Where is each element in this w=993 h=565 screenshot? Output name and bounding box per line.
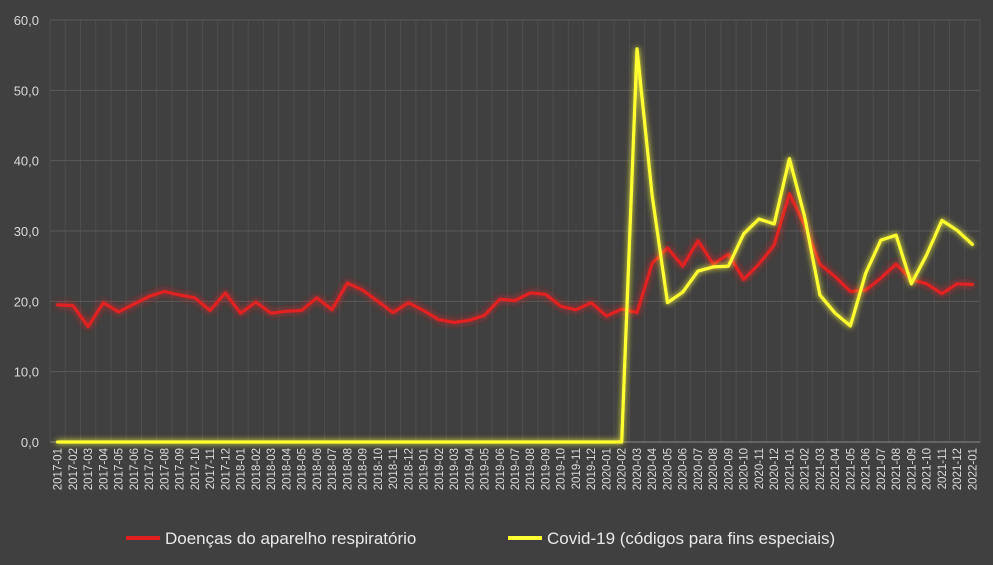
x-tick-label: 2018-05	[297, 448, 309, 490]
y-tick-label: 10,0	[14, 365, 39, 380]
x-tick-label: 2019-06	[495, 448, 507, 490]
x-tick-label: 2017-03	[83, 448, 95, 490]
x-tick-label: 2022-01	[967, 448, 979, 490]
x-tick-label: 2020-08	[708, 448, 720, 490]
y-tick-label: 0,0	[21, 435, 39, 450]
x-tick-label: 2017-01	[53, 448, 65, 490]
x-tick-label: 2021-12	[952, 448, 964, 490]
legend-item-covid: Covid-19 (códigos para fins especiais)	[508, 529, 835, 548]
x-tick-label: 2018-01	[236, 448, 248, 490]
x-axis-tick-labels: 2017-01 2017-02 2017-03 2017-04 2017-05 2017-…	[53, 447, 980, 490]
x-tick-label: 2019-08	[525, 448, 537, 490]
series-lines	[55, 47, 975, 444]
x-tick-label: 2017-07	[144, 448, 156, 490]
x-tick-label: 2021-11	[937, 448, 949, 489]
x-tick-label: 2020-07	[693, 448, 705, 490]
x-tick-label: 2018-06	[312, 448, 324, 490]
x-tick-label: 2019-03	[449, 448, 461, 490]
x-tick-label: 2020-04	[647, 447, 659, 490]
x-tick-label: 2018-10	[373, 448, 385, 490]
x-tick-label: 2018-02	[251, 448, 263, 490]
legend: Doenças do aparelho respiratório Covid-1…	[126, 529, 835, 548]
x-tick-label: 2020-01	[601, 448, 613, 490]
x-tick-label: 2018-09	[358, 448, 370, 490]
y-tick-label: 50,0	[14, 83, 39, 98]
legend-label-respiratorio: Doenças do aparelho respiratório	[165, 529, 416, 548]
x-tick-label: 2020-10	[739, 448, 751, 490]
x-tick-label: 2021-06	[861, 448, 873, 490]
x-tick-label: 2019-04	[464, 447, 476, 490]
x-tick-label: 2019-02	[434, 448, 446, 490]
x-tick-label: 2017-02	[68, 448, 80, 490]
y-tick-label: 40,0	[14, 154, 39, 169]
y-tick-label: 30,0	[14, 224, 39, 239]
y-axis-tick-labels: 0,0 10,0 20,0 30,0 40,0 50,0 60,0	[14, 13, 39, 450]
x-tick-label: 2018-12	[403, 448, 415, 490]
x-tick-label: 2020-11	[754, 448, 766, 489]
x-tick-label: 2020-09	[723, 448, 735, 490]
x-tick-label: 2021-05	[845, 448, 857, 490]
x-tick-label: 2021-10	[922, 448, 934, 490]
x-tick-label: 2017-11	[205, 448, 217, 489]
x-tick-label: 2020-02	[617, 448, 629, 490]
x-tick-label: 2017-09	[175, 448, 187, 490]
series-line-covid	[55, 47, 975, 444]
x-tick-label: 2021-01	[784, 448, 796, 490]
x-tick-label: 2017-06	[129, 448, 141, 490]
x-tick-label: 2018-11	[388, 448, 400, 489]
x-tick-label: 2021-09	[906, 448, 918, 490]
x-tick-label: 2019-07	[510, 448, 522, 490]
x-tick-label: 2017-12	[220, 448, 232, 490]
series-line-respiratorio	[55, 192, 975, 329]
x-tick-label: 2020-03	[632, 448, 644, 490]
x-tick-label: 2021-08	[891, 448, 903, 490]
x-tick-label: 2019-10	[556, 448, 568, 490]
x-tick-label: 2019-01	[419, 448, 431, 490]
x-tick-label: 2019-12	[586, 448, 598, 490]
x-tick-label: 2020-12	[769, 448, 781, 490]
legend-item-respiratorio: Doenças do aparelho respiratório	[126, 529, 416, 548]
x-tick-label: 2020-06	[678, 448, 690, 490]
x-tick-label: 2018-03	[266, 448, 278, 490]
x-tick-label: 2021-04	[830, 447, 842, 490]
x-tick-label: 2021-02	[800, 448, 812, 490]
x-tick-label: 2017-08	[159, 448, 171, 490]
x-tick-label: 2018-07	[327, 448, 339, 490]
y-tick-label: 60,0	[14, 13, 39, 28]
x-tick-label: 2018-08	[342, 448, 354, 490]
x-tick-label: 2021-07	[876, 448, 888, 490]
x-tick-label: 2017-04	[98, 447, 110, 490]
x-tick-label: 2021-03	[815, 448, 827, 490]
x-tick-label: 2018-04	[281, 447, 293, 490]
x-tick-label: 2017-05	[114, 448, 126, 490]
legend-label-covid: Covid-19 (códigos para fins especiais)	[547, 529, 835, 548]
y-tick-label: 20,0	[14, 294, 39, 309]
x-tick-label: 2019-05	[480, 448, 492, 490]
x-tick-label: 2017-10	[190, 448, 202, 490]
x-tick-label: 2020-05	[662, 448, 674, 490]
x-tick-label: 2019-11	[571, 448, 583, 489]
x-tick-label: 2019-09	[540, 448, 552, 490]
